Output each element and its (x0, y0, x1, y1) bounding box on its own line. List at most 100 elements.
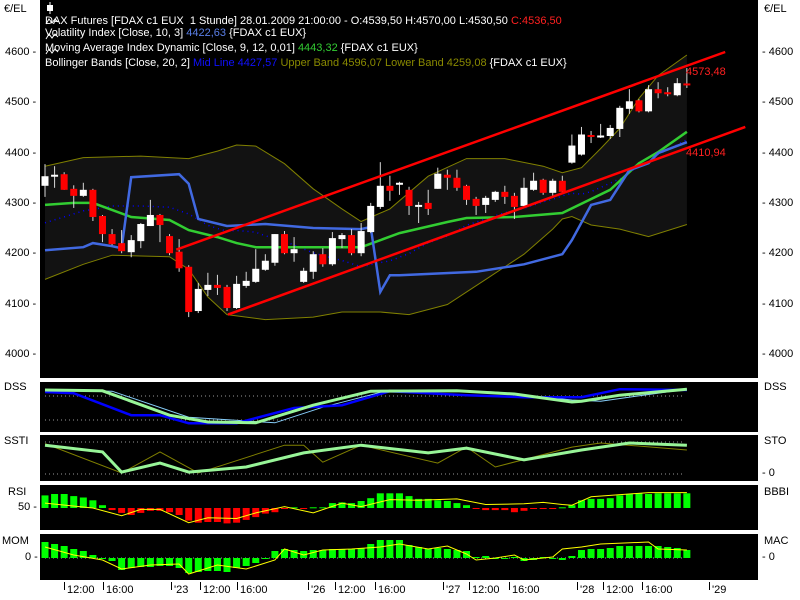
candle-down (424, 202, 432, 209)
rsi-bar (386, 493, 394, 508)
rsi-bar (568, 505, 576, 508)
rsi-bar (510, 508, 518, 513)
rsi-left-label: RSI (8, 486, 27, 498)
mom-bar (625, 546, 633, 558)
rsi-bar (654, 493, 662, 508)
rsi-bar (434, 500, 442, 508)
legend-line-maid: Moving Average Index Dynamic [Close, 9, … (45, 31, 418, 55)
channel-lower-line (227, 125, 746, 316)
mom-bar (175, 558, 183, 568)
x-axis-label: 12:00 (603, 582, 634, 596)
candle-up (395, 182, 403, 185)
rsi-bar (213, 508, 221, 522)
candle-down (348, 235, 356, 254)
candle-up (146, 214, 154, 227)
candle-up (520, 187, 528, 206)
price-tick-value: 4000 (768, 347, 794, 360)
rsi-bar (520, 508, 528, 511)
candle-up (415, 204, 423, 207)
mom-bar (501, 558, 509, 559)
legend-volatility-value: 4422,63 (186, 27, 227, 39)
rsi-bar (443, 501, 451, 508)
left-unit-label: €/EL (4, 3, 27, 15)
dss-chart[interactable] (40, 382, 758, 432)
rsi-bar (635, 493, 643, 508)
rsi-bar (118, 508, 126, 513)
price-tick-value: 4000 (5, 347, 30, 360)
dss-blue-line (44, 387, 687, 425)
mom-bar (424, 549, 432, 558)
candle-up (242, 280, 250, 286)
mom-chart[interactable] (40, 534, 758, 580)
rsi-bar (89, 500, 97, 508)
candle-down (587, 134, 595, 137)
candle-up (300, 270, 308, 282)
candle-up (233, 283, 241, 309)
x-axis-label: 12:00 (64, 582, 95, 596)
candle-up (376, 185, 384, 207)
price-tick-value: 4600 (5, 46, 30, 58)
candle-down (654, 89, 662, 94)
rsi-bar (319, 507, 327, 509)
mom-bar (261, 558, 269, 559)
mom-bar (271, 551, 279, 558)
legend-maid-text: Moving Average Index Dynamic [Close, 9, … (45, 42, 298, 54)
mom-bar (367, 544, 375, 558)
candle-up (261, 260, 269, 270)
ssti-chart[interactable] (40, 435, 758, 481)
mom-bar (309, 550, 317, 558)
x-axis-label: 16:00 (103, 582, 134, 596)
rsi-bar (137, 508, 145, 513)
rsi-bar (673, 493, 681, 508)
rsi-bar (194, 508, 202, 523)
rsi-50-label: 50 - (18, 501, 37, 513)
ssti-panel[interactable] (40, 435, 758, 481)
rsi-right-label: BBBI (764, 486, 790, 498)
candle-down (70, 188, 78, 196)
rsi-bar (616, 495, 624, 508)
mom-bar (79, 551, 87, 558)
legend-bb-upper: Upper Band 4596,07 (277, 57, 382, 69)
mom-bar (108, 558, 116, 561)
rsi-chart[interactable] (40, 485, 758, 530)
rsi-bar (376, 493, 384, 508)
x-axis-label: '27 (442, 582, 461, 596)
candle-down (175, 251, 183, 269)
price-tick-label: 4100 - (5, 297, 37, 310)
rsi-bar (41, 495, 49, 508)
candle-down (319, 254, 327, 265)
mom-bar (434, 548, 442, 558)
dss-panel[interactable] (40, 382, 758, 432)
mom-bar (683, 550, 691, 558)
price-chart[interactable] (40, 0, 758, 378)
mac-line (44, 541, 687, 575)
candle-down (463, 185, 471, 200)
mom-bar (223, 558, 231, 572)
mom-bar (185, 558, 193, 573)
candle-up (290, 249, 298, 254)
main-price-panel[interactable] (40, 0, 758, 378)
price-tick-value: 4400 (5, 146, 30, 159)
rsi-bar (357, 501, 365, 508)
bollinger-upper-line (44, 54, 688, 223)
rsi-bar (625, 494, 633, 508)
rsi-bar (395, 493, 403, 508)
price-tick-label: - 4200 (762, 247, 794, 260)
mom-bar (118, 558, 126, 570)
mom-bar (290, 550, 298, 558)
rsi-bar (558, 507, 566, 509)
mom-bar (41, 542, 49, 558)
x-axis-label: '29 (708, 582, 727, 596)
rsi-panel[interactable] (40, 485, 758, 530)
mom-bar (453, 550, 461, 558)
mom-bar (405, 545, 413, 558)
mom-bar (606, 548, 614, 558)
mom-bar (654, 546, 662, 558)
legend-dax-text: DAX Futures [FDAX c1 EUX 1 Stunde] 28.01… (45, 15, 511, 27)
indicator-wave-icon (45, 48, 59, 55)
candle-up (491, 191, 499, 200)
rsi-bar (290, 507, 298, 509)
candle-up (597, 135, 605, 138)
mom-panel[interactable] (40, 534, 758, 580)
rsi-bar (415, 498, 423, 508)
